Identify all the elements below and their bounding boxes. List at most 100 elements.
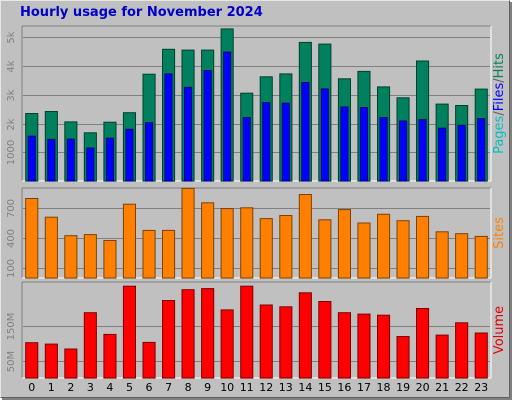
bar-files-hour-10: [223, 51, 232, 182]
bar-volume-hour-0: [25, 342, 39, 379]
bar-sites-hour-3: [83, 234, 97, 279]
bar-volume-hour-5: [122, 285, 137, 379]
y-tick-label-volume: 150M: [6, 313, 17, 341]
bar-volume-hour-20: [416, 308, 430, 379]
x-tick-label-hour-18: 18: [377, 381, 391, 394]
chart-title: Hourly usage for November 2024: [20, 5, 263, 20]
bar-files-hour-6: [145, 122, 154, 182]
x-tick-label-hour-23: 23: [474, 381, 488, 394]
x-tick-label-hour-5: 5: [126, 381, 133, 394]
y-tick-label-sites: 100: [6, 259, 17, 278]
x-tick-label-hour-8: 8: [185, 381, 192, 394]
x-tick-label-hour-13: 13: [279, 381, 293, 394]
bar-sites-hour-14: [298, 194, 312, 279]
x-tick-label-hour-11: 11: [240, 381, 254, 394]
bar-files-hour-22: [457, 124, 466, 182]
bar-files-hour-19: [399, 120, 408, 182]
y-tick-label-requests: 1000: [6, 140, 17, 165]
x-tick-label-hour-20: 20: [416, 381, 430, 394]
legend-requests-part: Pages: [492, 115, 507, 153]
bar-files-hour-20: [418, 119, 427, 182]
bar-volume-hour-16: [337, 312, 351, 379]
legend-requests-part: Files: [492, 83, 507, 112]
bar-files-hour-1: [47, 138, 56, 182]
x-tick-label-hour-14: 14: [298, 381, 312, 394]
y-tick-label-volume: 50M: [6, 351, 17, 372]
bar-files-hour-11: [242, 117, 251, 182]
x-tick-label-hour-16: 16: [337, 381, 351, 394]
x-tick-label-hour-0: 0: [28, 381, 35, 394]
legend-requests-part: Hits: [492, 53, 507, 78]
bar-files-hour-2: [66, 138, 75, 182]
x-tick-label-hour-22: 22: [455, 381, 469, 394]
bar-sites-hour-5: [122, 203, 137, 279]
y-axis-label-requests: Pages/Files/Hits: [492, 53, 507, 154]
bar-volume-hour-10: [220, 309, 234, 379]
bar-volume-hour-13: [279, 306, 293, 379]
bar-sites-hour-9: [201, 202, 215, 279]
bar-volume-hour-21: [435, 334, 449, 379]
x-tick-label-hour-21: 21: [435, 381, 449, 394]
y-tick-label-requests: 4k: [6, 60, 17, 72]
bar-volume-hour-19: [396, 336, 410, 379]
bar-files-hour-8: [184, 86, 193, 182]
bar-volume-hour-9: [201, 288, 215, 379]
bar-files-hour-9: [203, 70, 212, 182]
bar-files-hour-7: [164, 73, 173, 182]
bar-volume-hour-11: [240, 285, 254, 379]
bar-volume-hour-7: [162, 300, 176, 379]
bar-volume-hour-17: [357, 313, 371, 379]
x-tick-label-hour-15: 15: [318, 381, 332, 394]
bar-sites-hour-4: [103, 240, 117, 279]
panel-requests-area: [22, 26, 491, 181]
bar-files-hour-12: [262, 102, 271, 182]
bar-volume-hour-3: [83, 312, 97, 379]
bar-sites-hour-13: [279, 215, 293, 279]
x-tick-label-hour-2: 2: [67, 381, 74, 394]
bar-sites-hour-16: [337, 209, 351, 279]
bar-sites-hour-22: [455, 233, 469, 279]
bar-volume-hour-4: [103, 333, 117, 379]
bar-files-hour-15: [320, 88, 329, 182]
x-tick-label-hour-3: 3: [87, 381, 94, 394]
bar-sites-hour-15: [318, 219, 332, 279]
legend-requests-part: /: [492, 78, 507, 83]
panel-sites-area: [22, 188, 491, 278]
bar-volume-hour-22: [455, 322, 469, 379]
bar-sites-hour-1: [44, 216, 58, 279]
x-tick-label-hour-6: 6: [146, 381, 153, 394]
bar-volume-hour-1: [44, 343, 58, 379]
bar-sites-hour-10: [220, 208, 234, 279]
bar-volume-hour-8: [181, 289, 195, 379]
x-tick-label-hour-9: 9: [204, 381, 211, 394]
bar-files-hour-18: [379, 117, 388, 182]
x-tick-label-hour-12: 12: [259, 381, 273, 394]
y-tick-label-requests: 2k: [6, 118, 17, 130]
y-tick-label-requests: 3k: [6, 89, 17, 101]
x-tick-label-hour-1: 1: [48, 381, 55, 394]
bar-files-hour-0: [27, 135, 36, 182]
bar-sites-hour-2: [64, 235, 78, 279]
bar-files-hour-14: [301, 82, 310, 182]
bar-volume-hour-6: [142, 341, 156, 379]
y-tick-label-requests: 5k: [6, 31, 17, 43]
y-axis-label-volume: Volume: [492, 306, 507, 354]
bar-files-hour-13: [281, 102, 290, 182]
bar-volume-hour-2: [64, 348, 78, 379]
bar-files-hour-16: [340, 106, 349, 182]
bar-volume-hour-14: [298, 292, 312, 379]
bar-sites-hour-7: [162, 229, 176, 279]
bar-files-hour-5: [125, 128, 134, 182]
bar-volume-hour-18: [377, 314, 391, 379]
bar-volume-hour-23: [474, 332, 488, 379]
y-axis-label-sites: Sites: [492, 217, 507, 249]
bar-sites-hour-11: [240, 207, 254, 279]
legend-volume-part: Volume: [492, 306, 507, 354]
bar-sites-hour-19: [396, 220, 410, 279]
bar-sites-hour-18: [377, 213, 391, 279]
legend-sites-part: Sites: [492, 217, 507, 249]
bar-files-hour-3: [86, 147, 95, 182]
x-tick-label-hour-7: 7: [165, 381, 172, 394]
bar-sites-hour-12: [259, 218, 273, 279]
